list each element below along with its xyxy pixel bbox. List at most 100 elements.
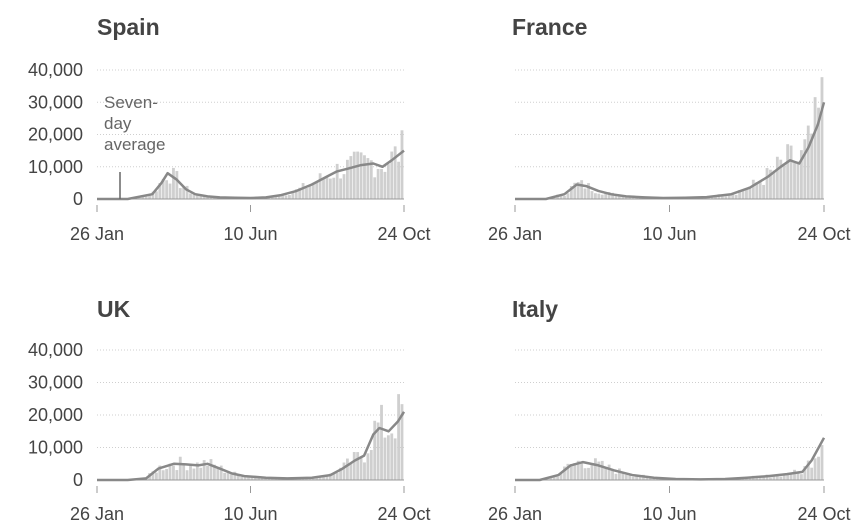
- daily-bar: [793, 469, 796, 480]
- daily-bar: [274, 196, 278, 199]
- daily-bar: [154, 472, 158, 480]
- daily-bar: [769, 169, 772, 199]
- daily-bar: [383, 171, 387, 199]
- x-tick-label: 10 Jun: [223, 504, 277, 524]
- daily-bar: [727, 195, 731, 199]
- daily-bar: [172, 465, 175, 480]
- daily-bar: [631, 476, 635, 480]
- daily-bar: [328, 178, 332, 199]
- daily-bar: [799, 150, 803, 199]
- daily-bar: [621, 473, 625, 480]
- daily-bar: [363, 155, 366, 199]
- daily-bar: [611, 469, 614, 480]
- daily-bar: [192, 468, 196, 480]
- daily-bar: [369, 160, 373, 199]
- daily-bar: [212, 464, 216, 480]
- daily-bar: [373, 420, 377, 480]
- daily-bar: [288, 195, 291, 199]
- daily-bar: [308, 185, 312, 199]
- x-tick-label: 26 Jan: [70, 504, 124, 524]
- daily-bar: [580, 180, 584, 199]
- daily-bar: [189, 193, 192, 199]
- y-tick-label: 40,000: [28, 340, 83, 360]
- daily-bar: [552, 475, 556, 480]
- daily-bar: [576, 182, 580, 199]
- daily-bar: [305, 187, 308, 199]
- daily-bar: [325, 476, 329, 480]
- daily-bar: [230, 473, 233, 480]
- daily-bar: [751, 179, 755, 199]
- daily-bar: [569, 463, 573, 480]
- daily-bar: [346, 159, 349, 199]
- daily-bar: [206, 465, 209, 480]
- daily-bar: [161, 178, 165, 199]
- daily-bar: [369, 450, 373, 480]
- daily-bar: [161, 470, 165, 480]
- daily-bar: [758, 181, 762, 199]
- daily-bar: [556, 476, 560, 480]
- daily-bar: [342, 462, 346, 480]
- daily-bar: [614, 196, 618, 199]
- daily-bar: [755, 182, 759, 199]
- daily-bar: [386, 164, 390, 199]
- daily-bar: [349, 463, 353, 480]
- daily-bar: [593, 458, 597, 480]
- daily-bar: [782, 473, 786, 480]
- daily-bar: [806, 125, 810, 199]
- daily-bar: [765, 168, 769, 199]
- daily-bar: [199, 467, 203, 480]
- daily-bar: [397, 161, 400, 199]
- daily-bar: [738, 190, 741, 199]
- daily-bar: [806, 460, 810, 480]
- daily-bar: [638, 476, 642, 480]
- daily-bar: [339, 467, 342, 480]
- daily-bar: [178, 188, 182, 199]
- daily-bar: [158, 465, 162, 480]
- daily-bar: [628, 475, 632, 480]
- daily-bar: [710, 196, 714, 199]
- daily-bar: [624, 196, 628, 199]
- daily-bar: [267, 478, 271, 480]
- daily-bar: [745, 189, 748, 199]
- daily-bar: [342, 174, 346, 199]
- daily-bar: [803, 139, 807, 199]
- daily-bar: [339, 178, 342, 199]
- daily-bar: [154, 191, 158, 199]
- x-tick-label: 10 Jun: [642, 504, 696, 524]
- daily-bar: [559, 473, 563, 480]
- daily-bar: [349, 156, 353, 199]
- daily-bar: [328, 473, 332, 480]
- daily-bar: [769, 477, 772, 480]
- panel-title: Spain: [97, 14, 160, 40]
- daily-bar: [253, 477, 257, 480]
- daily-bar: [817, 107, 820, 199]
- daily-bar: [168, 183, 172, 199]
- daily-bar: [741, 190, 745, 199]
- x-tick-label: 26 Jan: [70, 224, 124, 244]
- daily-bar: [597, 193, 601, 199]
- daily-bar: [195, 194, 199, 199]
- daily-bar: [250, 477, 254, 480]
- daily-bar: [185, 185, 189, 199]
- x-tick-label: 10 Jun: [642, 224, 696, 244]
- seven-day-average-line: [97, 411, 406, 482]
- daily-bar: [178, 456, 182, 480]
- daily-bar: [600, 194, 604, 199]
- daily-bar: [397, 394, 400, 480]
- daily-bar: [226, 472, 230, 480]
- daily-bar: [148, 195, 151, 199]
- daily-bar: [158, 183, 162, 199]
- daily-bar: [318, 477, 322, 480]
- daily-bar: [165, 180, 169, 199]
- daily-bar: [762, 184, 766, 199]
- daily-bar: [779, 476, 783, 480]
- daily-bar: [741, 478, 745, 480]
- daily-bar: [366, 158, 370, 199]
- daily-bar: [573, 182, 577, 199]
- daily-bar: [209, 459, 213, 480]
- daily-bar: [820, 445, 824, 480]
- daily-bar: [202, 196, 206, 199]
- daily-bar: [587, 467, 590, 480]
- daily-bar: [593, 193, 597, 199]
